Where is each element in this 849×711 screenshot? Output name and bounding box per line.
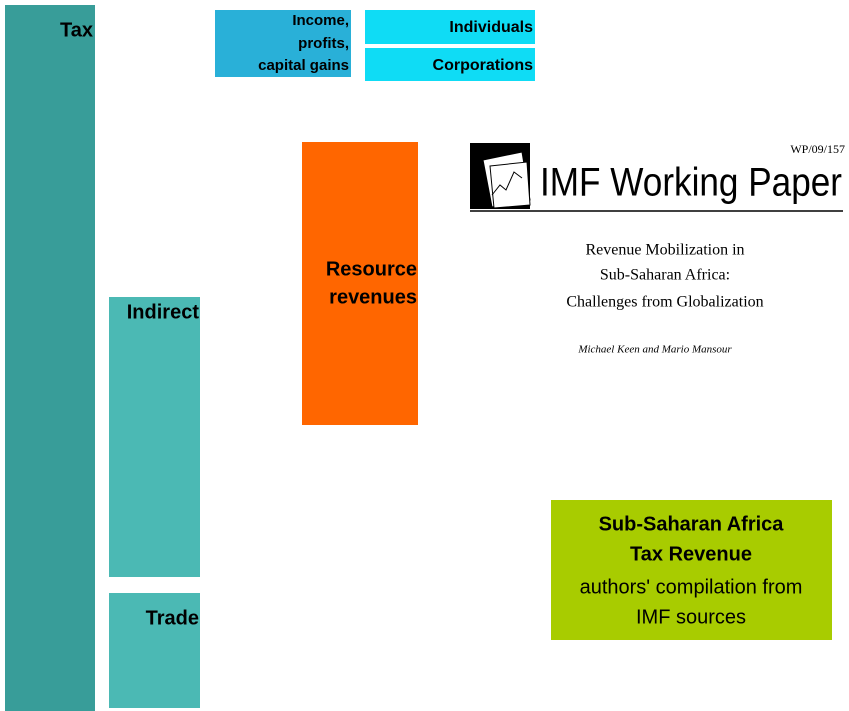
resource-box [302, 142, 418, 425]
caption-box [551, 500, 832, 640]
income-label: Income, [292, 12, 349, 29]
indirect-box [109, 297, 200, 577]
income-label: profits, [298, 35, 349, 52]
caption-source: IMF sources [636, 606, 746, 628]
paper-title: Challenges from Globalization [566, 294, 763, 311]
tax-bar [5, 5, 95, 711]
imf-logo [470, 143, 843, 212]
corporations-box [365, 48, 535, 81]
tax-label: Tax [60, 19, 93, 41]
indirect-label: Indirect [127, 301, 200, 323]
income-label: capital gains [258, 57, 349, 74]
trade-label: Trade [146, 607, 199, 629]
paper-title: Revenue Mobilization in [585, 242, 744, 259]
individuals-box [365, 10, 535, 44]
caption-title: Tax Revenue [630, 543, 752, 565]
resource-label: Resource [326, 258, 417, 280]
trade-box [109, 593, 200, 708]
paper-number: WP/09/157 [790, 142, 845, 156]
caption-source: authors' compilation from [580, 576, 803, 598]
income-box [215, 10, 351, 77]
resource-label: revenues [329, 286, 417, 308]
caption-title: Sub-Saharan Africa [599, 513, 785, 535]
individuals-label: Individuals [449, 19, 533, 36]
paper-title: Sub-Saharan Africa: [600, 267, 730, 284]
paper-authors: Michael Keen and Mario Mansour [577, 344, 732, 356]
paper-series: IMF Working Paper [540, 161, 842, 205]
corporations-label: Corporations [433, 57, 534, 74]
